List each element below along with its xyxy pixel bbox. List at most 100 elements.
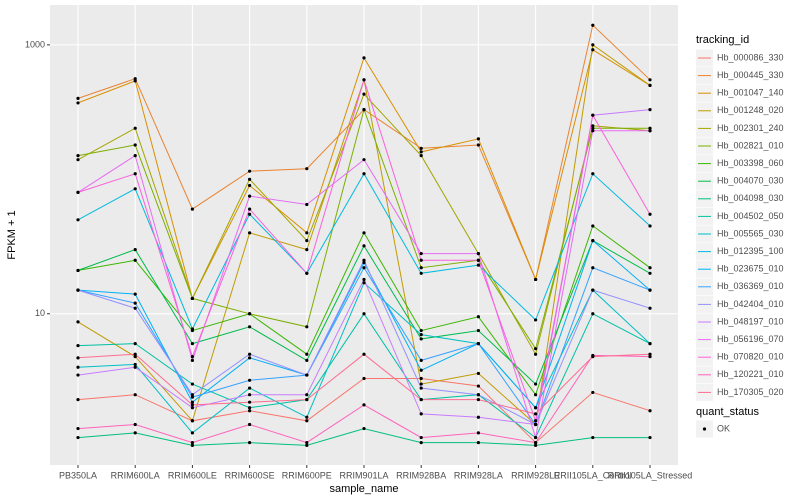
y-axis-title: FPKM + 1: [6, 210, 18, 259]
x-tick-label: PB350LA: [59, 470, 97, 480]
legend-title: quant_status: [696, 406, 759, 418]
data-point: [362, 281, 366, 285]
data-point: [248, 312, 252, 316]
data-point: [476, 143, 480, 147]
data-point: [476, 441, 480, 445]
legend-label: Hb_005565_030: [717, 228, 784, 238]
x-tick-label: RRII105LA_Stressed: [608, 470, 693, 480]
data-point: [476, 263, 480, 267]
data-point: [190, 406, 194, 410]
data-point: [133, 154, 137, 158]
data-point: [76, 435, 80, 440]
data-point: [76, 356, 80, 360]
data-point: [76, 397, 80, 402]
data-point: [190, 393, 194, 397]
data-point: [190, 431, 194, 435]
legend-label: Hb_170305_020: [717, 387, 784, 397]
data-point: [76, 158, 80, 162]
data-point: [190, 441, 194, 445]
data-point: [305, 441, 309, 445]
data-point: [362, 108, 366, 112]
data-point: [248, 177, 252, 181]
data-point: [419, 337, 423, 341]
data-point: [648, 341, 652, 346]
data-point: [419, 258, 423, 262]
data-point: [362, 258, 366, 262]
data-point: [190, 358, 194, 362]
data-point: [133, 79, 137, 83]
data-point: [534, 318, 538, 322]
data-point: [534, 382, 538, 386]
legend-label: Hb_000086_330: [717, 52, 784, 62]
data-point: [476, 137, 480, 141]
data-point: [248, 378, 252, 382]
data-point: [248, 194, 252, 198]
data-point: [534, 347, 538, 351]
data-point: [476, 415, 480, 419]
legend-label: Hb_048197_010: [717, 316, 784, 326]
data-point: [133, 355, 137, 359]
data-point: [476, 315, 480, 319]
y-tick-label: 10: [35, 308, 45, 318]
legend-label: Hb_056196_070: [717, 334, 784, 344]
legend-label: Hb_002821_010: [717, 140, 784, 150]
data-point: [534, 422, 538, 427]
data-point: [76, 218, 80, 222]
data-point: [76, 268, 80, 273]
data-point: [591, 172, 595, 176]
data-point: [591, 355, 595, 359]
legend-label: Hb_120221_010: [717, 369, 784, 379]
data-point: [648, 78, 652, 82]
data-point: [133, 143, 137, 147]
data-point: [248, 393, 252, 397]
data-point: [476, 384, 480, 388]
data-point: [419, 435, 423, 440]
data-point: [305, 248, 309, 252]
data-point: [133, 172, 137, 176]
x-tick-label: RRIM928BA: [396, 470, 446, 480]
data-point: [648, 288, 652, 292]
data-point: [76, 101, 80, 105]
data-point: [248, 207, 252, 211]
x-tick-label: RRIM928LA: [454, 470, 503, 480]
legend-label: OK: [717, 423, 730, 433]
lines: [76, 23, 652, 447]
data-point: [305, 419, 309, 423]
data-point: [591, 129, 595, 133]
data-point: [305, 325, 309, 329]
x-tick-label: RRIM600PE: [282, 470, 332, 480]
data-point: [591, 43, 595, 47]
data-point: [248, 183, 252, 188]
data-point: [190, 327, 194, 331]
data-point: [76, 320, 80, 324]
data-point: [591, 312, 595, 316]
data-point: [419, 154, 423, 158]
data-point: [305, 167, 309, 171]
data-point: [133, 422, 137, 427]
data-point: [476, 393, 480, 397]
legend-label: Hb_000445_330: [717, 70, 784, 80]
data-point: [419, 376, 423, 381]
data-point: [591, 224, 595, 228]
data-point: [76, 373, 80, 377]
data-point: [190, 419, 194, 423]
data-point: [248, 386, 252, 390]
y-tick-label: 1000: [25, 39, 45, 49]
data-point: [133, 362, 137, 367]
data-point: [534, 277, 538, 282]
data-point: [248, 356, 252, 360]
data-point: [534, 393, 538, 397]
x-tick-label: RRIM928LE: [511, 470, 560, 480]
data-point: [648, 212, 652, 216]
legend-label: Hb_023675_010: [717, 264, 784, 274]
data-point: [419, 412, 423, 416]
data-point: [419, 328, 423, 333]
data-point: [362, 158, 366, 162]
data-point: [248, 212, 252, 216]
axes: 10 1000 PB350LA RRIM600LA RRIM600LE RRIM600SE…: [25, 39, 692, 480]
data-point: [133, 187, 137, 191]
data-point: [305, 373, 309, 377]
data-point: [248, 231, 252, 235]
data-point: [534, 352, 538, 356]
